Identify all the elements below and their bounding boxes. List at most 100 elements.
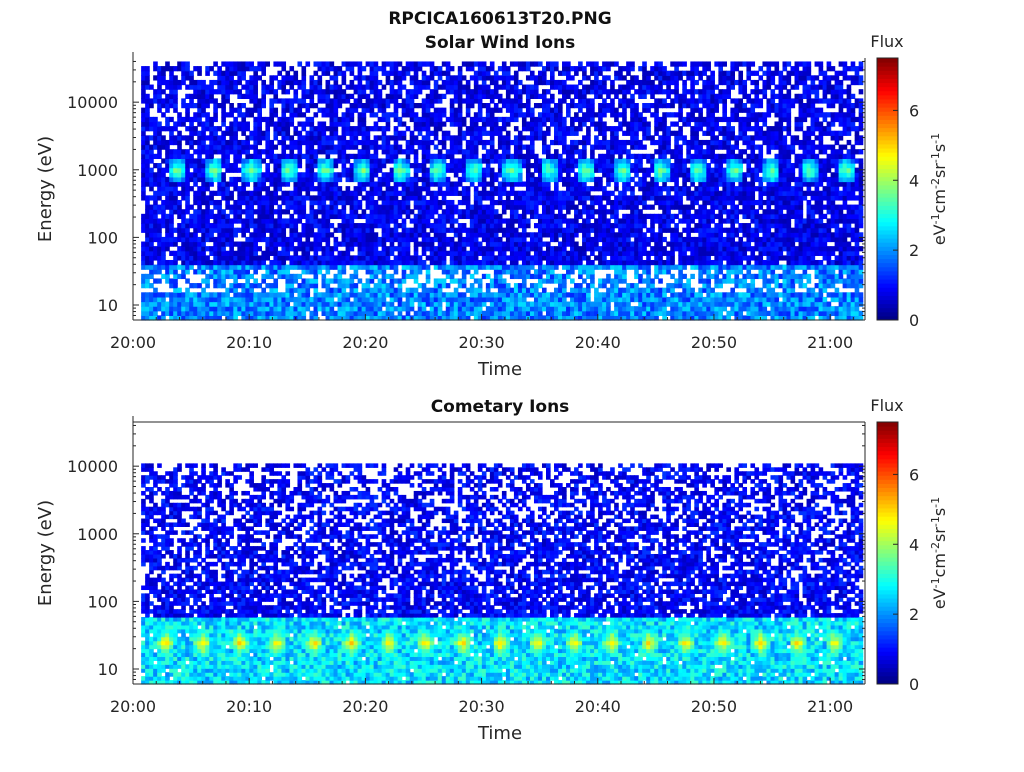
spectrogram-cell bbox=[281, 195, 287, 201]
spectrogram-cell bbox=[465, 79, 471, 86]
spectrogram-cell bbox=[562, 79, 567, 86]
spectrogram-cell bbox=[537, 246, 543, 252]
spectrogram-cell bbox=[413, 255, 419, 261]
spectrogram-cell bbox=[485, 139, 491, 146]
spectrogram-cell bbox=[409, 287, 415, 293]
spectrogram-cell bbox=[570, 315, 575, 321]
spectrogram-cell bbox=[453, 181, 459, 187]
spectrogram-cell bbox=[169, 315, 174, 321]
spectrogram-cell bbox=[586, 218, 591, 224]
spectrogram-cell bbox=[273, 89, 279, 95]
spectrogram-cell bbox=[221, 89, 226, 95]
spectrogram-cell bbox=[169, 199, 174, 206]
spectrogram-cell bbox=[489, 209, 495, 215]
spectrogram-cell bbox=[513, 264, 519, 270]
spectrogram-cell bbox=[237, 246, 242, 252]
spectrogram-cell bbox=[205, 176, 210, 183]
spectrogram-cell bbox=[365, 172, 371, 178]
spectrogram-cell bbox=[417, 301, 423, 307]
spectrogram-cell bbox=[389, 227, 395, 233]
spectrogram-cell bbox=[257, 116, 262, 123]
spectrogram-cell bbox=[445, 176, 451, 183]
spectrogram-cell bbox=[389, 186, 395, 192]
spectrogram-cell bbox=[509, 176, 515, 183]
spectrogram-cell bbox=[277, 186, 283, 192]
spectrogram-cell bbox=[161, 98, 166, 104]
spectrogram-cell bbox=[397, 158, 403, 164]
spectrogram-cell bbox=[329, 116, 335, 123]
spectrogram-cell bbox=[409, 176, 415, 183]
spectrogram-cell bbox=[229, 135, 234, 141]
spectrogram-cell bbox=[217, 186, 222, 192]
spectrogram-cell bbox=[169, 163, 174, 169]
spectrogram-cell bbox=[457, 255, 463, 261]
spectrogram-cell bbox=[357, 259, 363, 266]
spectrogram-cell bbox=[209, 153, 214, 160]
spectrogram-cell bbox=[213, 144, 218, 150]
spectrogram-cell bbox=[333, 199, 339, 206]
spectrogram-cell bbox=[141, 79, 146, 86]
spectrogram-cell bbox=[165, 126, 170, 132]
spectrogram-cell bbox=[425, 158, 431, 164]
spectrogram-cell bbox=[197, 269, 202, 275]
spectrogram-cell bbox=[477, 66, 483, 72]
spectrogram-cell bbox=[185, 246, 190, 252]
spectrogram-cell bbox=[529, 89, 535, 95]
spectrogram-cell bbox=[393, 130, 399, 136]
spectrogram-cell bbox=[313, 278, 319, 284]
spectrogram-cell bbox=[433, 98, 439, 104]
spectrogram-cell bbox=[329, 144, 335, 150]
spectrogram-cell bbox=[525, 186, 531, 192]
spectrogram-cell bbox=[505, 264, 511, 270]
spectrogram-cell bbox=[201, 176, 206, 183]
spectrogram-cell bbox=[373, 121, 379, 127]
spectrogram-cell bbox=[393, 236, 399, 243]
spectrogram-cell bbox=[433, 163, 439, 169]
spectrogram-cell bbox=[281, 66, 287, 72]
spectrogram-cell bbox=[546, 126, 551, 132]
spectrogram-cell bbox=[141, 306, 146, 312]
spectrogram-cell bbox=[481, 255, 487, 261]
spectrogram-cell bbox=[361, 121, 367, 127]
spectrogram-cell bbox=[189, 250, 194, 256]
spectrogram-cell bbox=[261, 199, 266, 206]
spectrogram-cell bbox=[537, 292, 543, 298]
spectrogram-cell bbox=[145, 153, 150, 160]
spectrogram-cell bbox=[473, 98, 479, 104]
spectrogram-cell bbox=[301, 213, 307, 220]
spectrogram-cell bbox=[521, 153, 527, 160]
spectrogram-cell bbox=[477, 98, 483, 104]
spectrogram-cell bbox=[141, 130, 146, 136]
spectrogram-cell bbox=[574, 287, 579, 293]
spectrogram-cell bbox=[253, 296, 258, 303]
spectrogram-cell bbox=[369, 112, 375, 118]
spectrogram-cell bbox=[213, 236, 218, 243]
spectrogram-cell bbox=[525, 259, 531, 266]
spectrogram-cell bbox=[257, 75, 262, 81]
spectrogram-cell bbox=[433, 135, 439, 141]
spectrogram-cell bbox=[225, 181, 230, 187]
spectrogram-cell bbox=[329, 264, 335, 270]
spectrogram-cell bbox=[401, 278, 407, 284]
spectrogram-cell bbox=[373, 79, 379, 86]
spectrogram-cell bbox=[345, 315, 351, 321]
spectrogram-cell bbox=[397, 199, 403, 206]
spectrogram-cell bbox=[590, 186, 595, 192]
spectrogram-cell bbox=[433, 89, 439, 95]
spectrogram-cell bbox=[305, 213, 311, 220]
spectrogram-cell bbox=[177, 79, 182, 86]
spectrogram-cell bbox=[365, 195, 371, 201]
spectrogram-cell bbox=[453, 306, 459, 312]
spectrogram-cell bbox=[405, 250, 411, 256]
spectrogram-cell bbox=[493, 186, 499, 192]
spectrogram-cell bbox=[181, 213, 186, 220]
spectrogram-cell bbox=[541, 301, 547, 307]
spectrogram-cell bbox=[173, 66, 178, 72]
spectrogram-cell bbox=[165, 218, 170, 224]
spectrogram-cell bbox=[277, 227, 283, 233]
spectrogram-cell bbox=[149, 227, 154, 233]
spectrogram-cell bbox=[321, 259, 327, 266]
spectrogram-cell bbox=[481, 236, 487, 243]
spectrogram-cell bbox=[401, 107, 407, 113]
spectrogram-cell bbox=[489, 144, 495, 150]
